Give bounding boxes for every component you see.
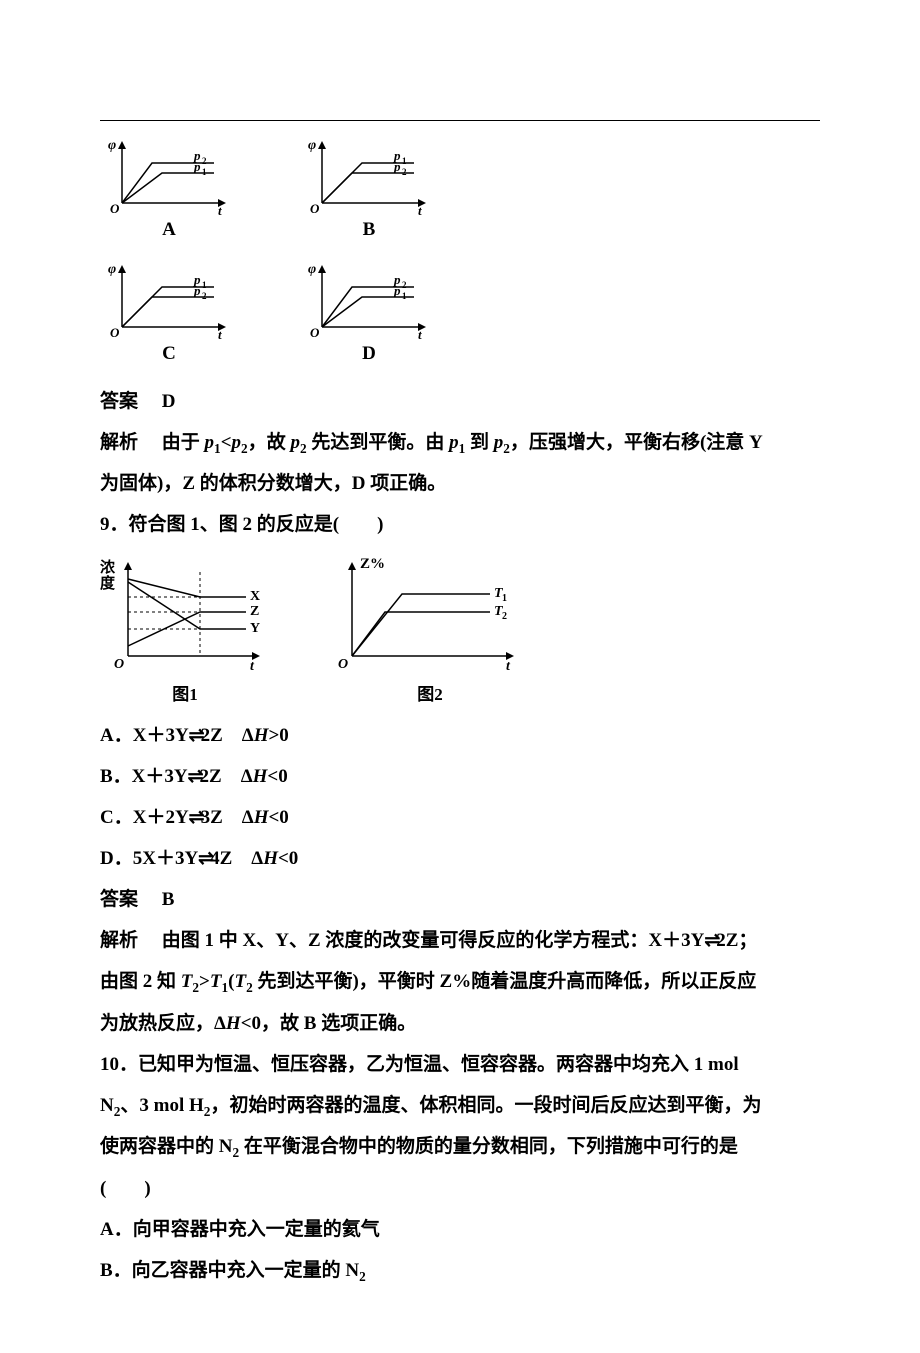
svg-text:度: 度 xyxy=(100,574,116,592)
graph-labels-cd: C D xyxy=(104,343,820,365)
svg-text:1: 1 xyxy=(502,593,507,604)
svg-text:X: X xyxy=(250,589,260,604)
analysis-label: 解析 xyxy=(100,432,138,453)
answer-value: D xyxy=(162,391,176,412)
svg-text:O: O xyxy=(310,201,320,215)
svg-text:O: O xyxy=(310,325,320,339)
document-page: φ t O p2 p1 φ t O p1 p2 A B xyxy=(0,0,920,1353)
analysis-8-line1: 解析 由于 p1<p2，故 p2 先达到平衡。由 p1 到 p2，压强增大，平衡… xyxy=(100,424,820,462)
svg-text:O: O xyxy=(110,325,120,339)
q9-graph1-caption: 图1 xyxy=(100,680,270,705)
svg-text:浓: 浓 xyxy=(100,559,116,576)
top-rule xyxy=(100,120,820,121)
svg-text:2: 2 xyxy=(202,291,207,301)
q9-graph2-caption: 图2 xyxy=(330,680,530,705)
graph-b: φ t O p1 p2 xyxy=(304,135,434,215)
svg-text:Z: Z xyxy=(250,604,259,619)
svg-text:1: 1 xyxy=(402,291,407,301)
graph-row-ab: φ t O p2 p1 φ t O p1 p2 xyxy=(104,135,820,215)
graph-a: φ t O p2 p1 xyxy=(104,135,234,215)
q9-analysis-3: 为放热反应，ΔH<0，故 B 选项正确。 xyxy=(100,1005,820,1043)
svg-text:O: O xyxy=(114,657,124,672)
q9-analysis-label: 解析 xyxy=(100,930,138,951)
q9-graph1: 浓 度 t O X Y Z xyxy=(100,554,270,674)
q10-number: 10． xyxy=(100,1054,138,1075)
svg-text:1: 1 xyxy=(402,156,407,166)
q9-analysis-2: 由图 2 知 T2>T1(T2 先到达平衡)，平衡时 Z%随着温度升高而降低，所… xyxy=(100,963,820,1001)
q9-stem-text: 符合图 1、图 2 的反应是( ) xyxy=(129,514,384,535)
svg-text:2: 2 xyxy=(502,611,507,622)
svg-text:t: t xyxy=(250,659,255,674)
svg-text:1: 1 xyxy=(202,167,207,177)
answer-label: 答案 xyxy=(100,391,138,412)
svg-text:1: 1 xyxy=(202,280,207,290)
svg-text:Y: Y xyxy=(250,621,260,636)
svg-text:t: t xyxy=(218,327,222,339)
svg-text:φ: φ xyxy=(308,138,316,153)
svg-text:t: t xyxy=(506,659,511,674)
svg-text:φ: φ xyxy=(108,138,116,153)
graph-label-a: A xyxy=(104,219,234,241)
svg-text:p: p xyxy=(393,159,401,174)
graph-label-d: D xyxy=(304,343,434,365)
graph-row-cd: φ t O p1 p2 φ t O p2 p1 xyxy=(104,259,820,339)
svg-text:p: p xyxy=(193,283,201,298)
svg-text:t: t xyxy=(418,203,422,215)
svg-text:2: 2 xyxy=(402,280,407,290)
svg-text:φ: φ xyxy=(308,262,316,277)
svg-text:φ: φ xyxy=(108,262,116,277)
q9-graph-captions: 图1 图2 xyxy=(100,680,820,705)
svg-text:Z%: Z% xyxy=(360,556,385,572)
svg-text:O: O xyxy=(338,657,348,672)
q9-graphs: 浓 度 t O X Y Z Z% t O xyxy=(100,554,820,674)
q10-option-a: A．向甲容器中充入一定量的氦气 xyxy=(100,1211,820,1249)
q10-stem-1: 10．已知甲为恒温、恒压容器，乙为恒温、恒容容器。两容器中均充入 1 mol xyxy=(100,1046,820,1084)
q9-graph2: Z% t O T1 T2 xyxy=(330,554,530,674)
q9-option-b: B．X＋3Y⇌2Z ΔH<0 xyxy=(100,758,820,796)
q9-option-d: D．5X＋3Y⇌4Z ΔH<0 xyxy=(100,840,820,878)
q9-answer: 答案 B xyxy=(100,881,820,919)
graph-label-c: C xyxy=(104,343,234,365)
svg-text:2: 2 xyxy=(202,156,207,166)
q9-stem: 9．符合图 1、图 2 的反应是( ) xyxy=(100,506,820,544)
analysis-8-text1: 由于 p1<p2，故 p2 先达到平衡。由 p1 到 p2，压强增大，平衡右移(… xyxy=(162,432,763,453)
answer-8: 答案 D xyxy=(100,383,820,421)
graph-c: φ t O p1 p2 xyxy=(104,259,234,339)
analysis-8-line2: 为固体)，Z 的体积分数增大，D 项正确。 xyxy=(100,465,820,503)
svg-text:t: t xyxy=(418,327,422,339)
graph-labels-ab: A B xyxy=(104,219,820,241)
graph-label-b: B xyxy=(304,219,434,241)
svg-text:t: t xyxy=(218,203,222,215)
q10-option-b: B．向乙容器中充入一定量的 N2 xyxy=(100,1252,820,1290)
svg-text:2: 2 xyxy=(402,167,407,177)
q10-stem-4: ( ) xyxy=(100,1170,820,1208)
q10-stem-2: N2、3 mol H2，初始时两容器的温度、体积相同。一段时间后反应达到平衡，为 xyxy=(100,1087,820,1125)
q9-analysis-1: 解析 由图 1 中 X、Y、Z 浓度的改变量可得反应的化学方程式：X＋3Y⇌2Z… xyxy=(100,922,820,960)
svg-text:p: p xyxy=(393,283,401,298)
q9-number: 9． xyxy=(100,514,129,535)
q9-option-a: A．X＋3Y⇌2Z ΔH>0 xyxy=(100,717,820,755)
q10-stem-3: 使两容器中的 N2 在平衡混合物中的物质的量分数相同，下列措施中可行的是 xyxy=(100,1128,820,1166)
q9-option-c: C．X＋2Y⇌3Z ΔH<0 xyxy=(100,799,820,837)
q9-answer-label: 答案 xyxy=(100,889,138,910)
graph-d: φ t O p2 p1 xyxy=(304,259,434,339)
svg-text:p: p xyxy=(193,159,201,174)
svg-text:O: O xyxy=(110,201,120,215)
q9-answer-value: B xyxy=(162,889,175,910)
